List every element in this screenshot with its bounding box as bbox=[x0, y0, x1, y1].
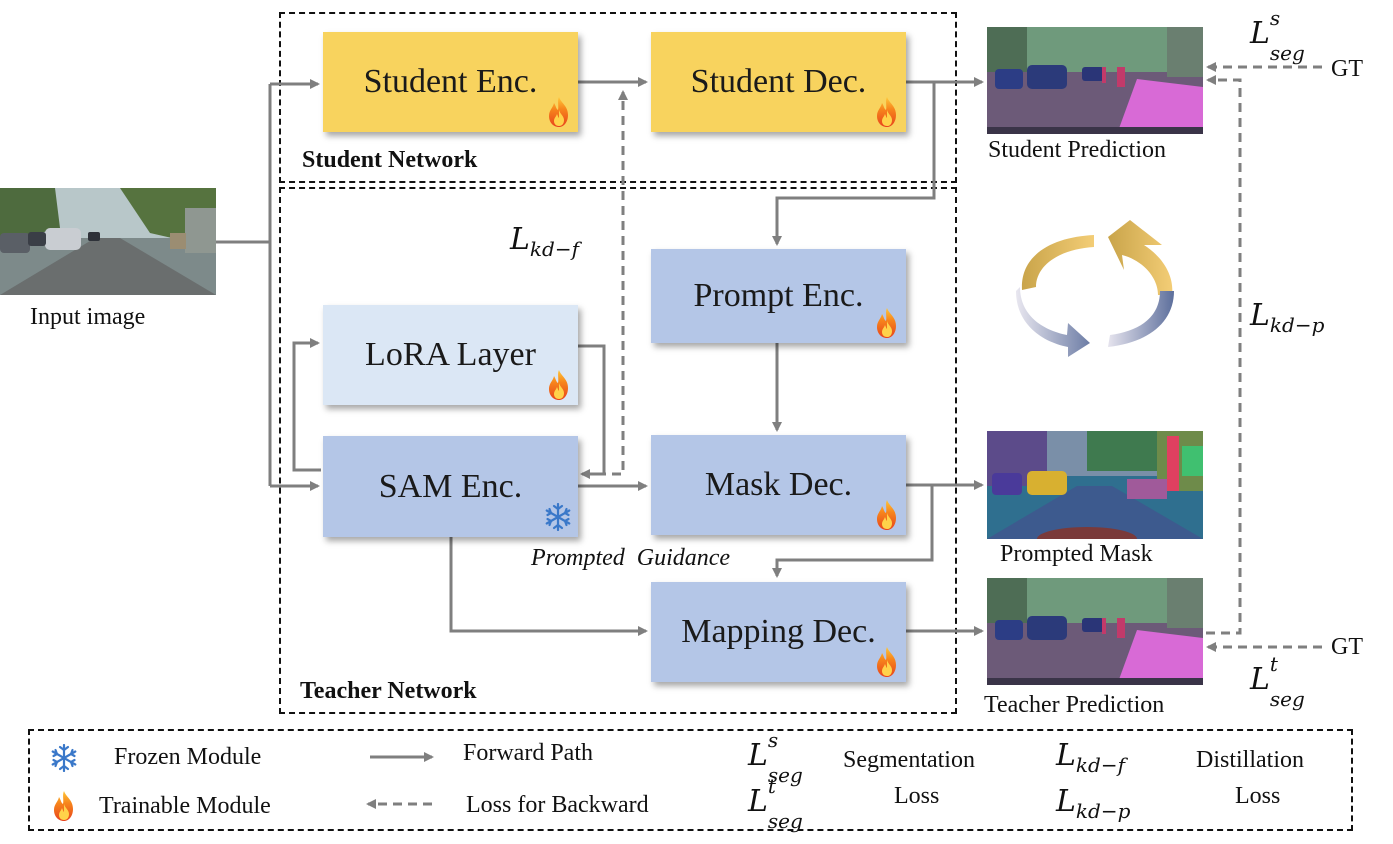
teacher-network-label: Teacher Network bbox=[300, 678, 477, 704]
student-decoder-label: Student Dec. bbox=[690, 63, 867, 100]
student-network-label: Student Network bbox=[302, 147, 478, 173]
flame-icon bbox=[549, 97, 568, 127]
legend-loss-kd-p: Lkd−p bbox=[1056, 784, 1131, 823]
student-encoder-block: Student Enc. bbox=[323, 32, 578, 132]
prompted-mask-caption: Prompted Mask bbox=[1000, 541, 1153, 567]
flame-icon bbox=[877, 647, 896, 677]
legend-distill-line1: Distillation bbox=[1196, 747, 1304, 773]
legend-loss-kd-f: Lkd−f bbox=[1056, 738, 1126, 777]
prompted-guidance-label: Prompted Guidance bbox=[531, 545, 731, 571]
teacher-prediction-image bbox=[987, 578, 1203, 685]
gt-top-label: GT bbox=[1331, 56, 1363, 82]
student-prediction-caption: Student Prediction bbox=[988, 137, 1166, 163]
legend-frame bbox=[28, 729, 1353, 831]
input-image bbox=[0, 188, 216, 295]
legend-trainable-label: Trainable Module bbox=[99, 793, 271, 819]
student-prediction-image bbox=[987, 27, 1203, 134]
student-decoder-block: Student Dec. bbox=[651, 32, 906, 132]
mask-decoder-block: Mask Dec. bbox=[651, 435, 906, 535]
sam-encoder-label: SAM Enc. bbox=[378, 467, 523, 505]
flame-icon bbox=[877, 308, 896, 338]
sam-encoder-block: SAM Enc. bbox=[323, 436, 578, 537]
legend-seg-loss-line2: Loss bbox=[894, 783, 940, 809]
student-encoder-label: Student Enc. bbox=[363, 63, 538, 100]
lora-layer-block: LoRA Layer bbox=[323, 305, 578, 405]
legend-forward-label: Forward Path bbox=[463, 740, 593, 766]
flame-icon bbox=[54, 791, 73, 821]
cycle-arrows-icon bbox=[1016, 220, 1174, 357]
flame-icon bbox=[877, 500, 896, 530]
loss-kd-f-label: Lkd−f bbox=[510, 222, 580, 261]
snowflake-icon bbox=[51, 744, 77, 772]
flame-icon bbox=[877, 97, 896, 127]
prompt-encoder-label: Prompt Enc. bbox=[693, 277, 864, 314]
legend-backward-label: Loss for Backward bbox=[466, 792, 649, 818]
legend-distill-line2: Loss bbox=[1235, 783, 1281, 809]
legend-frozen-label: Frozen Module bbox=[114, 744, 262, 770]
teacher-prediction-caption: Teacher Prediction bbox=[984, 692, 1165, 718]
lora-layer-label: LoRA Layer bbox=[365, 336, 536, 373]
legend-seg-loss-line1: Segmentation bbox=[843, 747, 975, 773]
input-image-caption: Input image bbox=[30, 304, 146, 330]
loss-kd-p-label: Lkd−p bbox=[1250, 298, 1325, 337]
student-network-frame bbox=[279, 12, 957, 183]
prompted-mask-image bbox=[987, 431, 1203, 539]
gt-bottom-label: GT bbox=[1331, 634, 1363, 660]
teacher-network-frame bbox=[279, 187, 957, 714]
flame-icon bbox=[549, 370, 568, 400]
prompt-encoder-block: Prompt Enc. bbox=[651, 249, 906, 343]
snowflake-icon bbox=[545, 503, 571, 531]
mapping-decoder-label: Mapping Dec. bbox=[681, 613, 876, 650]
mapping-decoder-block: Mapping Dec. bbox=[651, 582, 906, 682]
mask-decoder-label: Mask Dec. bbox=[704, 466, 853, 503]
